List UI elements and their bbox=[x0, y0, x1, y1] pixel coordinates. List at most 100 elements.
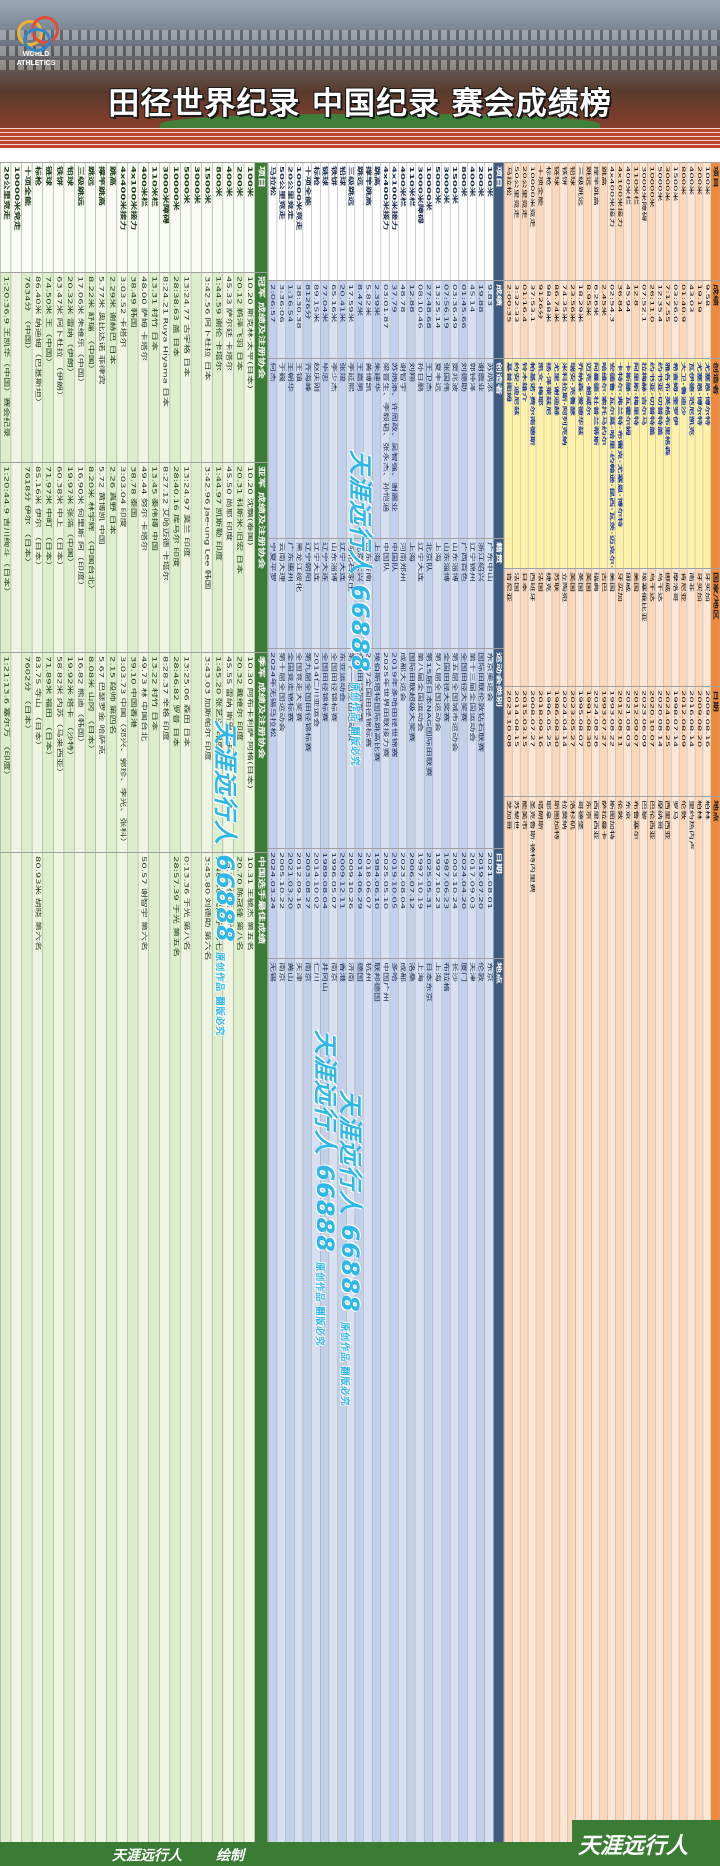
china-record-cell: 110米栏 bbox=[406, 162, 416, 281]
competition-result-cell: 74.50米 王（中国） bbox=[42, 272, 54, 463]
competition-result-cell: 85.16米 伊尔 （日本） bbox=[32, 462, 43, 653]
world-record-cell: 捷克 bbox=[543, 568, 552, 687]
world-record-row: 3000米 7:17.55 雅各布·英格布里格森 挪威 2024.08.25 西里西亚 bbox=[663, 162, 672, 1855]
world-record-cell: 2020.08.14 bbox=[655, 686, 664, 797]
competition-result-cell bbox=[191, 652, 202, 853]
competition-result-header-row: 项目 冠军 成绩及注册协会 亚军 成绩及注册协会 季军 成绩及注册协会 中国选手最佳成绩 bbox=[254, 162, 268, 1855]
competition-result-cell: 50.57 谢智宇 第六名 bbox=[138, 852, 149, 1855]
china-record-cell: 苏炳添 bbox=[484, 358, 494, 539]
competition-result-cell: 400米栏 bbox=[138, 162, 149, 273]
china-record-row: 110米栏 12.88 刘翔 上海 国际田联超级大奖赛 2006.07.12 洛桑 bbox=[406, 162, 416, 1855]
china-record-cell: 07:56.19 bbox=[441, 280, 451, 359]
world-record-row: 标枪 98.48米 扬·泽莱兹尼 捷克 1996.05.25 耶拿 bbox=[543, 162, 552, 1855]
china-record-cell: 王卫杰 bbox=[424, 358, 433, 539]
competition-result-cell: 10.20 斯克林·太平(日本) bbox=[244, 272, 255, 463]
world-record-cell: 凯文·梅耶 bbox=[536, 358, 544, 569]
competition-result-row: 400米栏 48.00 萨姆 卡塔尔 49.44 努尔 卡塔尔 49.73 林 中国台… bbox=[138, 162, 149, 1855]
world-record-cell: 柏林 bbox=[702, 796, 711, 1855]
china-record-cell: 2.39米 bbox=[372, 280, 381, 359]
china-record-cell: 国际田联超级大奖赛 bbox=[406, 648, 416, 849]
competition-result-cell: 19.92米 塔卡 （沙特） bbox=[63, 652, 75, 853]
competition-result-cell: 63.47米 阿卜杜拉 （伊朗） bbox=[53, 272, 64, 463]
competition-result-cell: 8.22米 舒瑞 （中国） bbox=[85, 272, 96, 463]
china-record-cell: 2024年无锡马拉松 bbox=[268, 648, 277, 849]
world-record-row: 10000米 26:11.0 约书亚·切普特盖 乌干达 2020.10.07 巴伦西亚 bbox=[647, 162, 656, 1855]
world-record-cell: 马拉松 bbox=[504, 162, 513, 281]
world-record-cell: 2023.05.27 bbox=[567, 686, 576, 797]
china-record-cell: 1500米 bbox=[450, 162, 459, 281]
world-record-cell: 12.8 bbox=[631, 280, 640, 359]
world-record-cell: 迈克·鲍威尔 bbox=[583, 358, 592, 569]
china-record-cell: 2024.03.24 bbox=[268, 848, 277, 959]
world-record-cell: 3:32:33 bbox=[512, 280, 521, 359]
world-record-cell: 4x400米接力 bbox=[607, 162, 616, 281]
competition-result-row: 10000米竞走 bbox=[10, 162, 22, 1855]
world-record-cell: 日本 bbox=[520, 568, 529, 687]
world-record-cell: 铃木雄介 bbox=[520, 358, 529, 569]
china-record-row: 三级跳远 17.59米 李延熙 河北石家庄 第十一届全国运动会 2009.10.26 济南 bbox=[346, 162, 355, 1855]
page-title: 田径世界纪录 中国纪录 赛会成绩榜 bbox=[108, 86, 612, 122]
china-record-cell: 国际田联伦敦钻石联赛 bbox=[476, 648, 485, 849]
world-record-cell: 01:40.9 bbox=[679, 280, 688, 359]
competition-result-cell bbox=[63, 852, 75, 1855]
world-record-row: 铅球 23.56米 瑞安·克鲁瑟 美国 2023.05.27 洛杉矶 bbox=[567, 162, 576, 1855]
world-record-cell: 耶拿 bbox=[543, 796, 552, 1855]
world-record-cell: 6.26米 bbox=[591, 280, 600, 359]
competition-result-cell: 3000米 bbox=[191, 162, 202, 273]
competition-result-cell: 13.22 村竹 日本 bbox=[148, 652, 160, 853]
world-record-cell: 哥德堡 bbox=[575, 796, 584, 1855]
china-record-cell: 标枪 bbox=[311, 162, 321, 281]
competition-result-row: 3000米障碍 8:24.21 Ruya Hiyama 日本 8:27.12 艾哈迈… bbox=[159, 162, 170, 1855]
world-record-cell: 卡特尔·弗兰特·布雷克·尤塞恩·博尔特 bbox=[615, 358, 624, 569]
china-record-cell: 中国队 bbox=[389, 538, 399, 649]
competition-result-cell: 28:38.63 盖 日本 bbox=[169, 272, 181, 463]
china-record-cell: 1989.08.04 bbox=[320, 848, 329, 959]
world-record-cell: 柏林 bbox=[694, 796, 703, 1855]
competition-result-cell: 跳远 bbox=[85, 162, 96, 273]
competition-result-cell bbox=[191, 272, 202, 463]
competition-result-cell: 13.45 秦伟搏 中国 bbox=[148, 462, 160, 653]
world-record-cell: 9.58 bbox=[702, 280, 711, 359]
world-record-row: 撑竿跳高 6.26米 阿曼德·杜普兰蒂斯 瑞典 2024.08.26 西里西亚 bbox=[591, 162, 600, 1855]
world-record-row: 5000米 12:35.4 约书亚·切普特盖 乌干达 2020.08.14 摩纳哥 bbox=[655, 162, 664, 1855]
stadium-stand bbox=[0, 60, 720, 70]
world-record-cell: 斯图加特 bbox=[607, 796, 616, 1855]
china-record-cell: 全国田径大奖赛 bbox=[441, 648, 451, 849]
world-athletics-logo: WORLD ATHLETICS bbox=[8, 16, 64, 76]
china-record-cell: 2018.06.07 bbox=[363, 848, 373, 959]
world-record-cell: 牙买加 bbox=[702, 568, 711, 687]
world-record-cell: 拉莫纳 bbox=[559, 796, 568, 1855]
china-record-cell: 200米 bbox=[476, 162, 485, 281]
china-record-cell: 400米 bbox=[467, 162, 477, 281]
world-record-cell: 标枪 bbox=[543, 162, 552, 281]
world-record-header-cell: 项目 bbox=[710, 162, 720, 281]
china-record-cell: 1987.06.23 bbox=[441, 848, 451, 959]
china-record-cell: 河南郑州 bbox=[398, 538, 407, 649]
world-record-row: 10000米竞走 37:53.1 帕基诺·费尔南德斯 西班牙 2008.07.27 圣克鲁… bbox=[528, 162, 537, 1855]
world-record-cell: 9126分 bbox=[536, 280, 544, 359]
stadium-stand bbox=[0, 30, 720, 40]
china-record-cell: 成都 bbox=[398, 958, 407, 1855]
china-record-cell: 辽宁朝阳 bbox=[302, 538, 312, 649]
logo-text: WORLD ATHLETICS bbox=[16, 51, 56, 67]
china-record-cell: 上海 bbox=[432, 538, 442, 649]
competition-result-cell: 7634分 （中国） bbox=[21, 272, 33, 463]
china-record-cell: 27:48.68 bbox=[424, 280, 433, 359]
china-record-header-cell: 籍贯 bbox=[493, 538, 504, 649]
competition-result-cell bbox=[53, 852, 64, 1855]
competition-result-row: 4x100米接力 38.49 韩国 38.78 泰国 39.10 中国香港 bbox=[127, 162, 139, 1855]
world-record-cell: 米科拉斯·阿列克纳 bbox=[559, 358, 568, 569]
china-record-cell: 4x400米接力 bbox=[380, 162, 390, 281]
world-record-row: 400米 43.03 瓦伊德·范尼凯克 南非 2016.08.14 里约热内卢 bbox=[687, 162, 695, 1855]
competition-result-header-cell: 亚军 成绩及注册协会 bbox=[254, 462, 268, 653]
competition-result-cell bbox=[191, 852, 202, 1855]
china-record-cell: 20.41米 bbox=[337, 280, 347, 359]
competition-result-cell: 13:25.06 森田 日本 bbox=[180, 652, 192, 853]
competition-result-row: 110米栏 13.31 村竹 日本 13.45 秦伟搏 中国 13.22 村竹 日本 bbox=[148, 162, 160, 1855]
china-record-cell: 第15届日本NAG国际田联赛 bbox=[424, 648, 433, 849]
china-record-cell: 5000米 bbox=[432, 162, 442, 281]
china-record-cell: 辽宁大连 bbox=[320, 538, 329, 649]
world-record-cell: 8.95米 bbox=[583, 280, 592, 359]
logo-mark-icon bbox=[15, 16, 59, 52]
china-record-row: 100米 9.83 苏炳添 广东中山 东京奥运会 2021.08.01 东京 bbox=[484, 162, 494, 1855]
